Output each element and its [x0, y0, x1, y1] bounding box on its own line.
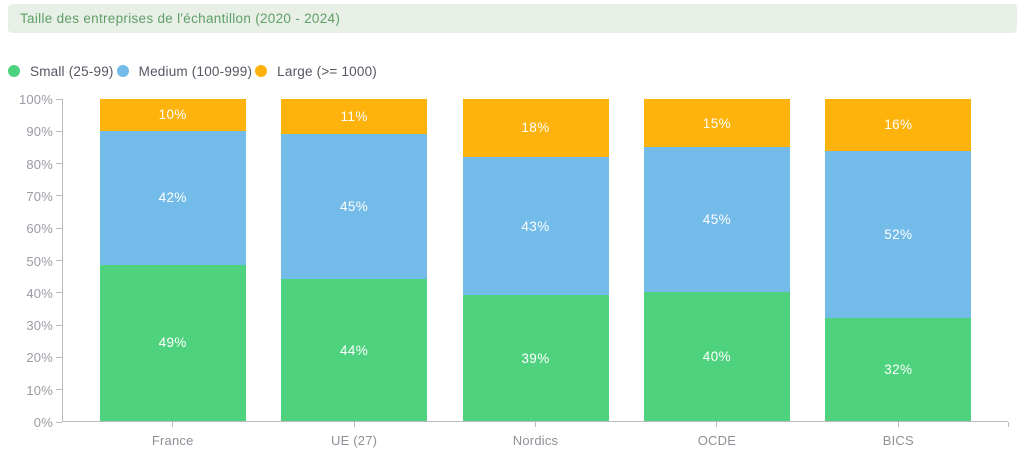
chart-title-banner: Taille des entreprises de l'échantillon …	[8, 4, 1017, 33]
bar-segment[interactable]: 39%	[462, 295, 609, 421]
segment-value-label: 44%	[339, 342, 369, 358]
x-axis-label: France	[151, 433, 194, 448]
plot-area: 49% 42% 10% France 44% 45% 11% UE (27) 39% 43% 18%…	[62, 99, 1009, 448]
x-axis-label: OCDE	[697, 433, 737, 448]
y-axis-tick	[56, 163, 62, 165]
legend-item[interactable]: Small (25-99)	[8, 64, 114, 79]
segment-value-label: 10%	[158, 107, 187, 123]
category-band: 39% 43% 18% Nordics	[445, 99, 626, 448]
legend-dot-icon	[116, 65, 129, 77]
legend-item[interactable]: Medium (100-999)	[116, 63, 253, 79]
legend-item-label: Small (25-99)	[30, 63, 114, 79]
stacked-bar: 40% 45% 15%	[643, 99, 790, 421]
y-axis-tick-label: 60%	[26, 221, 53, 237]
y-axis-tick	[56, 130, 62, 132]
segment-value-label: 49%	[158, 335, 187, 351]
y-axis-tick	[56, 98, 62, 100]
bar-segment[interactable]: 52%	[825, 150, 972, 318]
y-axis-tick-label: 0%	[33, 415, 53, 430]
bar-segment[interactable]: 44%	[281, 279, 428, 421]
y-axis-tick	[56, 195, 62, 197]
chart-title: Taille des entreprises de l'échantillon …	[20, 11, 341, 26]
y-axis-tick	[56, 227, 62, 229]
stacked-bar: 32% 52% 16%	[825, 99, 972, 421]
stacked-bar: 44% 45% 11%	[281, 99, 428, 421]
y-axis-tick-label: 70%	[26, 188, 53, 204]
chart-legend: Small (25-99) Medium (100-999) Large (>= 1…	[8, 62, 380, 80]
bar-bands: 49% 42% 10% France 44% 45% 11% UE (27) 39% 43% 18%…	[82, 99, 989, 448]
segment-value-label: 39%	[521, 350, 550, 366]
y-axis: 0% 10% 20% 30% 40% 50% 60% 70% 80% 90% 100%	[0, 92, 62, 430]
legend-dot-icon	[8, 65, 20, 77]
y-axis-tick	[56, 389, 62, 391]
bar-segment[interactable]: 45%	[643, 147, 790, 293]
bar-segment[interactable]: 11%	[281, 99, 428, 135]
x-axis-tick	[172, 422, 174, 427]
legend-item-label: Medium (100-999)	[138, 63, 253, 79]
y-axis-tick-label: 80%	[26, 156, 53, 172]
x-axis-tick	[353, 422, 355, 427]
bar-segment[interactable]: 42%	[99, 130, 246, 265]
bar-segment[interactable]: 45%	[281, 134, 428, 280]
segment-value-label: 42%	[158, 190, 187, 206]
y-axis-tick	[56, 292, 62, 294]
category-band: 32% 52% 16% BICS	[808, 99, 989, 448]
legend-dot-icon	[255, 65, 268, 77]
bar-segment[interactable]: 18%	[462, 99, 609, 157]
category-band: 44% 45% 11% UE (27)	[263, 99, 444, 448]
segment-value-label: 45%	[339, 199, 369, 215]
bar-segment[interactable]: 43%	[462, 156, 609, 296]
segment-value-label: 32%	[884, 361, 913, 377]
y-axis-tick	[56, 324, 62, 326]
x-axis-label: Nordics	[512, 433, 559, 448]
bar-segment[interactable]: 40%	[643, 292, 790, 421]
bar-segment[interactable]: 49%	[99, 264, 246, 421]
y-axis-tick-label: 10%	[26, 382, 53, 398]
y-axis-tick-label: 90%	[26, 124, 53, 140]
y-axis-tick-label: 50%	[26, 253, 53, 269]
segment-value-label: 40%	[702, 349, 732, 365]
y-axis-tick-label: 20%	[26, 350, 53, 366]
category-band: 49% 42% 10% France	[82, 99, 263, 448]
y-axis-tick	[56, 421, 62, 423]
legend-item-label: Large (>= 1000)	[277, 63, 377, 79]
x-axis-tick	[716, 422, 718, 427]
segment-value-label: 15%	[702, 115, 732, 131]
segment-value-label: 45%	[702, 212, 732, 228]
stacked-bar: 39% 43% 18%	[462, 99, 609, 421]
y-axis-tick-label: 30%	[26, 318, 53, 334]
legend-item[interactable]: Large (>= 1000)	[255, 64, 377, 79]
segment-value-label: 11%	[340, 109, 368, 125]
segment-value-label: 16%	[884, 117, 913, 133]
bar-segment[interactable]: 32%	[825, 317, 972, 421]
stacked-bar: 49% 42% 10%	[99, 99, 246, 421]
x-axis-tick	[535, 422, 537, 427]
bar-segment[interactable]: 15%	[643, 99, 790, 148]
x-axis-label: BICS	[882, 433, 914, 448]
segment-value-label: 52%	[884, 226, 913, 242]
bar-segment[interactable]: 10%	[99, 99, 246, 131]
category-band: 40% 45% 15% OCDE	[626, 99, 807, 448]
y-axis-tick-label: 100%	[18, 92, 53, 107]
bar-segment[interactable]: 16%	[825, 99, 972, 151]
x-axis-label: UE (27)	[331, 433, 378, 448]
y-axis-tick-label: 40%	[26, 285, 53, 301]
y-axis-tick	[56, 356, 62, 358]
x-axis-tick	[897, 422, 899, 427]
segment-value-label: 18%	[521, 120, 550, 136]
y-axis-tick	[56, 260, 62, 261]
segment-value-label: 43%	[521, 218, 550, 234]
